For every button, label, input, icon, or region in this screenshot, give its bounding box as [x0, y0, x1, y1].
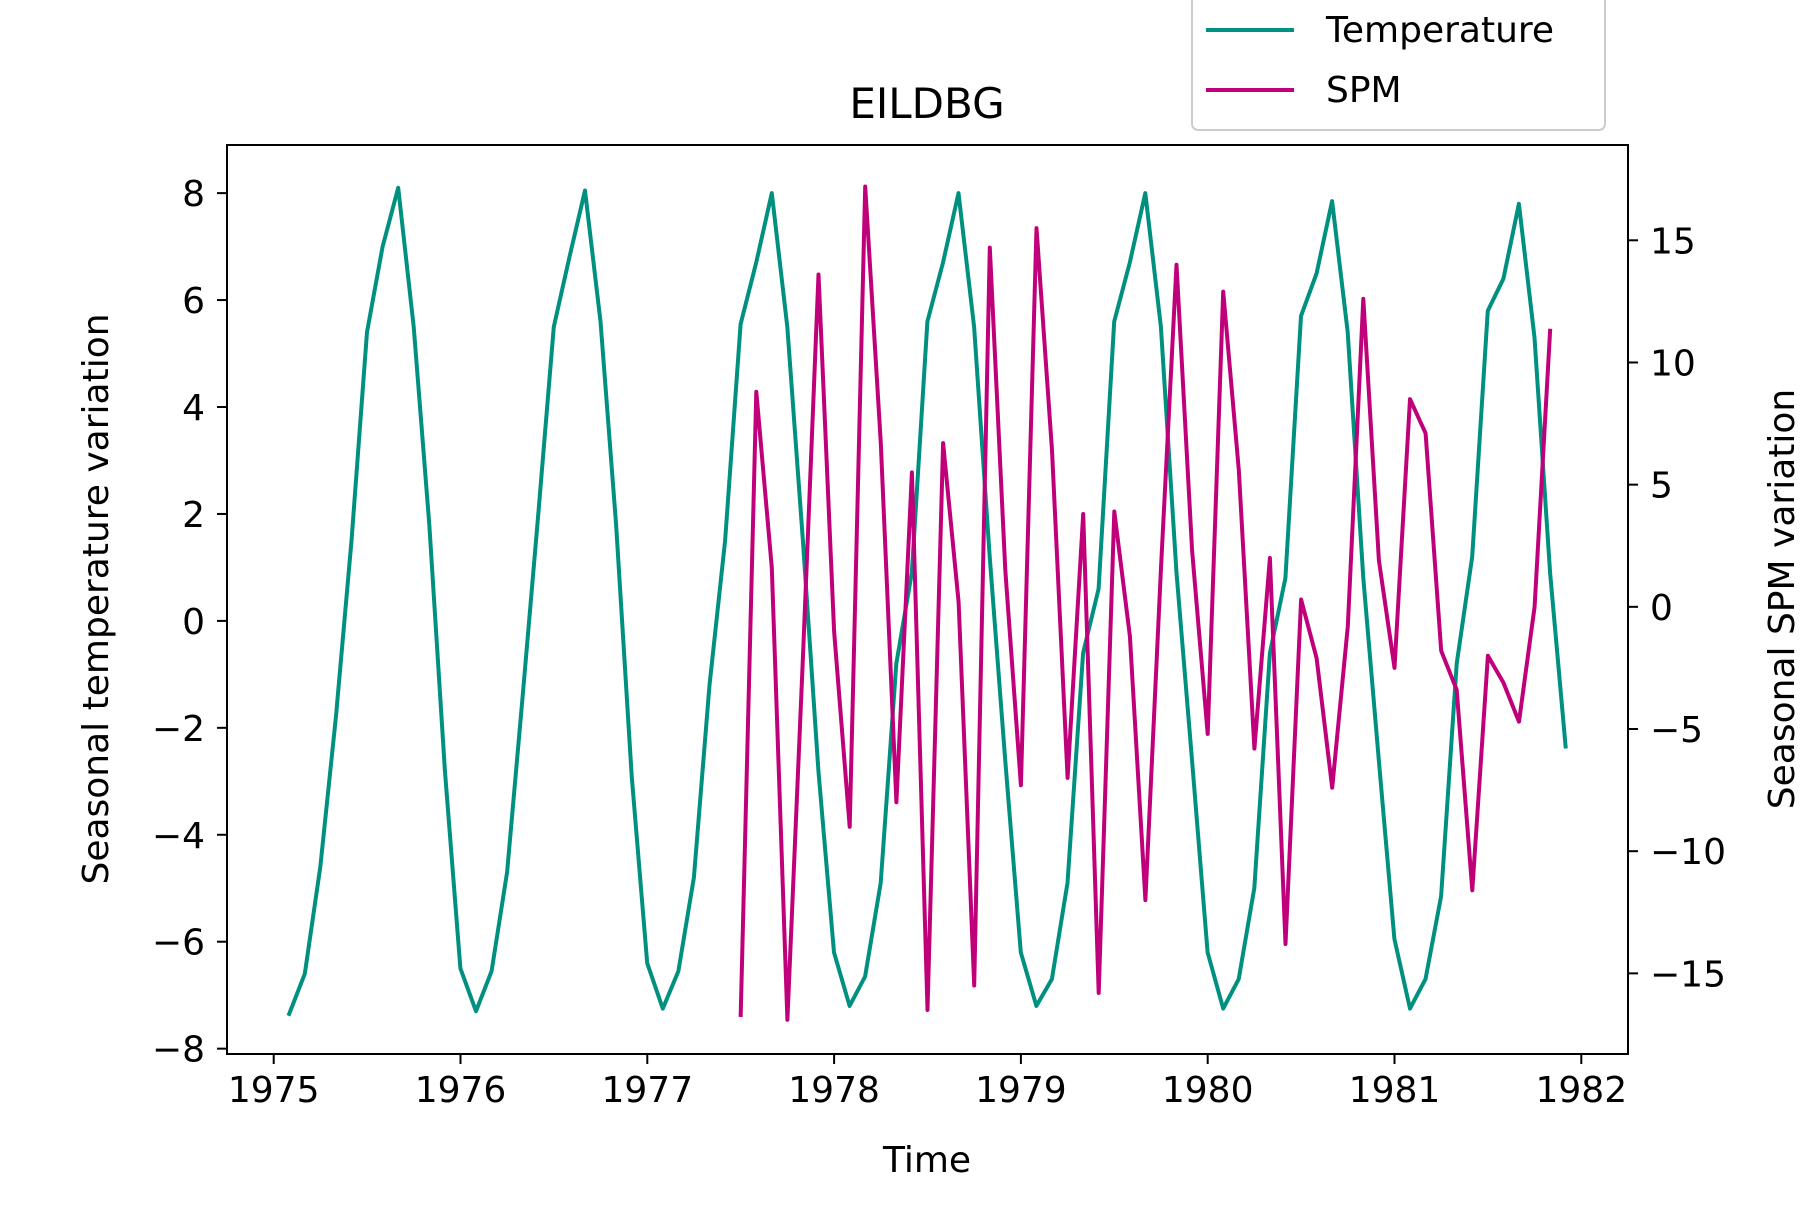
x-tick-label: 1975 — [228, 1070, 320, 1111]
y-left-tick-label: 4 — [182, 388, 205, 429]
y-axis-left: 8 6 4 2 0 −2 −4 −6 −8 — [152, 174, 227, 1071]
x-tick-label: 1982 — [1535, 1070, 1627, 1111]
legend-label-temperature: Temperature — [1325, 10, 1554, 51]
chart-title: EILDBG — [849, 79, 1004, 128]
y-axis-right: 15 10 5 0 −5 −10 −15 — [1628, 221, 1726, 995]
y-right-tick-label: −10 — [1650, 832, 1726, 873]
y-left-tick-label: −4 — [152, 816, 205, 857]
series-line-spm — [738, 184, 1553, 1022]
y-left-tick-label: 6 — [182, 281, 205, 322]
x-tick-label: 1976 — [415, 1070, 507, 1111]
y-right-tick-label: 10 — [1650, 343, 1696, 384]
y-right-tick-label: −15 — [1650, 954, 1726, 995]
legend: Temperature SPM — [1191, 0, 1606, 131]
x-tick-label: 1978 — [788, 1070, 880, 1111]
y-right-tick-label: −5 — [1650, 710, 1703, 751]
y-left-tick-label: −6 — [152, 923, 205, 964]
x-axis: 1975 1976 1977 1978 1979 1980 1981 1982 — [228, 1054, 1627, 1111]
x-tick-label: 1980 — [1162, 1070, 1254, 1111]
y-left-tick-label: 0 — [182, 602, 205, 643]
x-tick-label: 1977 — [601, 1070, 693, 1111]
y-axis-left-label: Seasonal temperature variation — [76, 313, 117, 884]
legend-label-spm: SPM — [1326, 70, 1402, 111]
y-left-tick-label: −2 — [152, 709, 205, 750]
series-line-temperature — [286, 185, 1568, 1017]
y-left-tick-label: 2 — [182, 495, 205, 536]
y-axis-right-label: Seasonal SPM variation — [1762, 389, 1800, 809]
plot-lines — [286, 184, 1568, 1022]
plot-frame — [226, 144, 1629, 1055]
x-tick-label: 1981 — [1349, 1070, 1441, 1111]
y-left-tick-label: −8 — [152, 1030, 205, 1071]
y-right-tick-label: 0 — [1650, 588, 1673, 629]
legend-box — [1191, 0, 1606, 131]
y-right-tick-label: 5 — [1650, 466, 1673, 507]
y-left-tick-label: 8 — [182, 174, 205, 215]
y-right-tick-label: 15 — [1650, 221, 1696, 262]
x-tick-label: 1979 — [975, 1070, 1067, 1111]
x-axis-label: Time — [882, 1140, 971, 1181]
